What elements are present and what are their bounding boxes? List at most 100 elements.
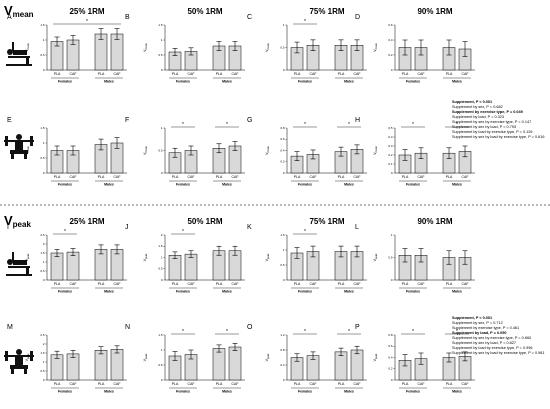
x-tick-label: CAF (188, 382, 195, 386)
y-axis-label: Vmean (265, 43, 270, 52)
group-label: Males (104, 182, 114, 186)
y-tick-label: 2 (43, 342, 45, 346)
group-label: Males (222, 79, 232, 83)
error-bar (294, 151, 300, 161)
x-tick-label: PLA (338, 382, 345, 386)
error-bar (338, 347, 344, 356)
y-axis-label-sub: peak (267, 353, 270, 359)
icon-barbell (4, 355, 34, 357)
bar (168, 255, 182, 281)
error-bar (114, 28, 120, 40)
y-tick-label: 0 (391, 378, 393, 382)
group-label: Females (176, 289, 190, 293)
y-tick-label: 0.6 (388, 344, 393, 348)
error-bar (98, 28, 104, 40)
error-bar (402, 39, 408, 56)
x-tick-label: PLA (172, 175, 179, 179)
y-axis-label-sub: peak (267, 253, 270, 259)
y-axis-label-main: V (373, 358, 377, 361)
y-tick-label: 0 (283, 171, 285, 175)
icon-leg (11, 154, 14, 159)
error-bar (188, 250, 194, 258)
icon-leg (11, 369, 14, 374)
stat-line: Supplement by sex by load by exercise ty… (452, 351, 544, 355)
error-bar (294, 353, 300, 362)
stat-line: Supplement by sex by load, P = 0.793 (452, 125, 516, 129)
x-tick-label: CAF (310, 72, 317, 76)
y-axis-label: Vpeak (373, 353, 378, 362)
y-tick-label: 0.2 (388, 367, 393, 371)
y-tick-label: 0.5 (388, 255, 393, 259)
icon-head (7, 49, 13, 55)
y-tick-label: 0.8 (280, 126, 285, 130)
y-axis-label-main: V (25, 49, 29, 52)
error-bar (54, 36, 60, 47)
x-tick-label: CAF (114, 72, 121, 76)
y-axis-label-main: V (373, 152, 377, 155)
bar (228, 346, 242, 381)
error-bar (232, 41, 238, 51)
x-tick-label: CAF (418, 175, 425, 179)
y-axis-label: Vpeak (265, 353, 270, 362)
icon-plate (5, 351, 8, 361)
error-bar (70, 35, 76, 45)
panel-letter: F (125, 117, 129, 124)
y-tick-label: 0.4 (280, 148, 285, 152)
y-tick-label: 2 (43, 242, 45, 246)
y-tick-label: 0 (161, 378, 163, 382)
x-tick-label: CAF (70, 382, 77, 386)
group-label: Females (58, 79, 72, 83)
error-bar (188, 145, 194, 156)
y-tick-label: 0.5 (40, 369, 45, 373)
y-axis-label: Vpeak (265, 253, 270, 262)
column-header: 75% 1RM (309, 7, 344, 16)
y-axis-label-main: V (373, 258, 377, 261)
y-tick-label: 0 (283, 378, 285, 382)
icon-body (13, 260, 27, 265)
y-axis-label-main: V (265, 152, 269, 155)
x-tick-label: PLA (446, 175, 453, 179)
section-label-main: V (4, 213, 13, 228)
section-label: Vpeak (4, 213, 31, 229)
column-header: 90% 1RM (417, 7, 452, 16)
y-tick-label: 0.5 (40, 269, 45, 273)
panel-letter: K (247, 224, 252, 231)
icon-bench (8, 56, 30, 58)
y-tick-label: 1 (391, 233, 393, 237)
y-axis-label-sub: peak (375, 253, 378, 259)
y-axis-label: Vpeak (373, 253, 378, 262)
panel-letter: E (7, 117, 12, 124)
panel-letter: M (7, 324, 13, 331)
x-tick-label: CAF (462, 72, 469, 76)
x-tick-label: PLA (294, 382, 301, 386)
group-label: Females (298, 182, 312, 186)
group-label: Males (452, 79, 462, 83)
x-tick-label: CAF (354, 72, 361, 76)
error-bar (338, 39, 344, 51)
error-bar (216, 245, 222, 256)
y-tick-label: 0.2 (280, 160, 285, 164)
stat-line: Supplement by load, P = 0.050 (452, 331, 506, 335)
stat-line: Supplement by sex by exercise type, P = … (452, 336, 531, 340)
icon-body (15, 142, 23, 150)
section-label-main: V (4, 3, 13, 18)
error-bar (54, 350, 60, 359)
stat-line: Supplement by sex by load, P = 0.827 (452, 341, 516, 345)
significance-mark: * (182, 329, 184, 335)
error-bar (446, 250, 452, 265)
significance-mark: * (412, 122, 414, 128)
y-tick-label: 0.5 (280, 263, 285, 267)
error-bar (172, 147, 178, 158)
group-label: Females (298, 79, 312, 83)
y-tick-label: 1 (43, 260, 45, 264)
error-bar (172, 251, 178, 259)
y-axis-label: Vpeak (25, 253, 30, 262)
y-tick-label: 1 (283, 248, 285, 252)
significance-mark: * (456, 122, 458, 128)
y-tick-label: 0 (391, 171, 393, 175)
error-bar (70, 145, 76, 156)
error-bar (232, 343, 238, 351)
panel-letter: L (355, 224, 359, 231)
panel-letter: G (247, 117, 252, 124)
error-bar (98, 138, 104, 151)
